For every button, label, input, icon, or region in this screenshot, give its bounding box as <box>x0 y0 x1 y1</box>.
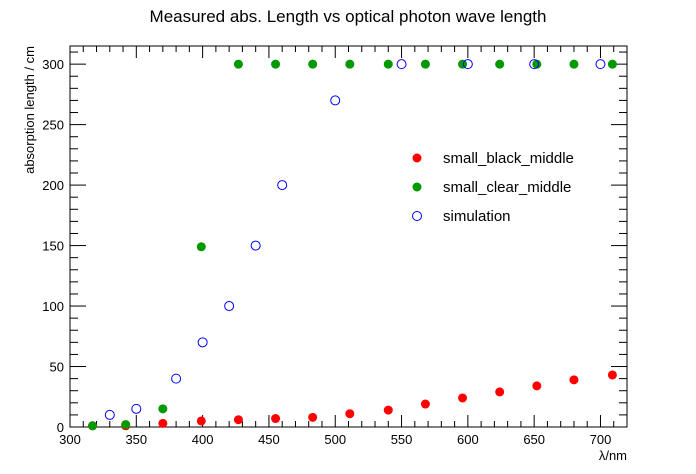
y-axis-title: absorption length / cm <box>22 46 37 174</box>
data-point <box>171 373 182 384</box>
x-tick-label: 500 <box>324 432 346 447</box>
legend: small_black_middle small_clear_middlesimu… <box>412 150 574 225</box>
data-point <box>458 393 468 403</box>
y-tick-label: 150 <box>42 239 64 254</box>
data-point <box>495 59 505 69</box>
legend-entry: small_black_middle <box>412 150 574 167</box>
data-point <box>308 412 318 422</box>
data-point <box>569 59 579 69</box>
legend-entry: simulation <box>412 208 511 225</box>
data-point <box>121 420 131 430</box>
series-layer <box>88 59 617 431</box>
series-small_black_middle <box>88 370 617 431</box>
legend-label: simulation <box>443 208 511 225</box>
data-point <box>532 59 542 69</box>
data-point <box>196 416 206 426</box>
data-point <box>532 381 542 391</box>
y-axis: 0 50 100 150 200 250 300 <box>42 51 627 435</box>
data-point <box>595 59 606 70</box>
y-tick-label: 50 <box>50 360 64 375</box>
x-tick-label: 300 <box>59 432 81 447</box>
x-axis-title: λ/nm <box>599 448 627 463</box>
series-small_clear_middle <box>88 59 617 431</box>
x-tick-label: 550 <box>391 432 413 447</box>
data-point <box>158 418 168 428</box>
x-tick-label: 450 <box>258 432 280 447</box>
data-point <box>131 403 142 414</box>
data-point <box>383 405 393 415</box>
data-point <box>607 59 617 69</box>
data-point <box>458 59 468 69</box>
legend-label: small_black_middle <box>443 150 574 167</box>
y-tick-label: 0 <box>57 420 64 435</box>
y-tick-label: 250 <box>42 118 64 133</box>
series-simulation <box>104 59 606 420</box>
data-point <box>383 59 393 69</box>
data-point <box>345 409 355 419</box>
data-point <box>607 370 617 380</box>
data-point <box>277 180 288 191</box>
data-point <box>345 59 355 69</box>
data-point <box>330 95 341 106</box>
chart-title: Measured abs. Length vs optical photon w… <box>150 7 547 26</box>
y-tick-label: 100 <box>42 299 64 314</box>
legend-marker <box>412 211 422 221</box>
data-point <box>396 59 407 70</box>
data-point <box>420 399 430 409</box>
plot-frame <box>69 45 628 428</box>
x-tick-label: 350 <box>125 432 147 447</box>
y-tick-label: 200 <box>42 178 64 193</box>
x-tick-label: 600 <box>457 432 479 447</box>
data-point <box>420 59 430 69</box>
data-point <box>233 59 243 69</box>
data-point <box>233 415 243 425</box>
data-point <box>271 414 281 424</box>
data-point <box>224 301 235 312</box>
data-point <box>271 59 281 69</box>
data-point <box>250 240 261 251</box>
x-tick-label: 650 <box>523 432 545 447</box>
legend-label: small_clear_middle <box>443 179 571 196</box>
y-tick-label: 300 <box>42 57 64 72</box>
data-point <box>158 404 168 414</box>
data-point <box>308 59 318 69</box>
x-tick-label: 700 <box>590 432 612 447</box>
data-point <box>104 409 115 420</box>
data-point <box>197 337 208 348</box>
data-point <box>529 59 540 70</box>
legend-marker <box>412 182 422 192</box>
data-point <box>569 375 579 385</box>
legend-marker <box>412 153 422 163</box>
data-point <box>196 242 206 252</box>
data-point <box>462 59 473 70</box>
legend-entry: small_clear_middle <box>412 179 571 196</box>
data-point <box>495 387 505 397</box>
data-point <box>88 421 98 431</box>
x-axis: 300 350 400 450 500 550 600 650 700 <box>59 46 615 447</box>
x-tick-label: 400 <box>192 432 214 447</box>
